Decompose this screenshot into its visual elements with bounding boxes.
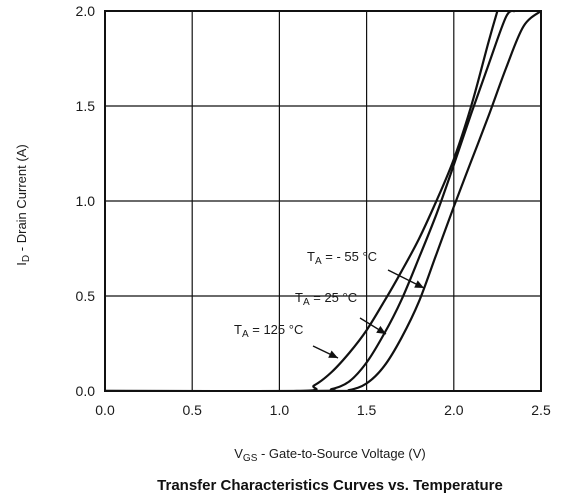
- series-line-ta-125: [105, 11, 499, 391]
- x-tick-label-5: 2.5: [531, 402, 551, 418]
- x-tick-label-2: 1.0: [270, 402, 290, 418]
- grid-lines: [104, 10, 542, 392]
- y-tick-labels: 0.0 0.5 1.0 1.5 2.0: [76, 3, 96, 399]
- y-tick-label-0: 0.0: [76, 383, 96, 399]
- series-arrowhead-ta-minus55: [414, 280, 424, 288]
- y-axis-label: ID - Drain Current (A): [14, 144, 32, 265]
- x-tick-label-4: 2.0: [444, 402, 464, 418]
- y-tick-label-4: 2.0: [76, 3, 96, 19]
- series-arrowhead-ta-125: [328, 350, 338, 358]
- y-tick-label-3: 1.5: [76, 98, 96, 114]
- series-label-ta-125: TA = 125 °C: [234, 322, 303, 340]
- y-tick-label-2: 1.0: [76, 193, 96, 209]
- x-tick-label-0: 0.0: [95, 402, 115, 418]
- chart-title: Transfer Characteristics Curves vs. Temp…: [157, 477, 503, 494]
- series-annotations: TA = - 55 °C TA = 25 °C TA = 125 °C: [234, 249, 425, 359]
- x-tick-labels: 0.0 0.5 1.0 1.5 2.0 2.5: [95, 402, 551, 418]
- x-tick-label-1: 0.5: [182, 402, 202, 418]
- series-arrowhead-ta-25: [376, 325, 386, 334]
- series-label-ta-25: TA = 25 °C: [295, 290, 357, 308]
- x-axis-label: VGS - Gate-to-Source Voltage (V): [234, 446, 425, 464]
- plot-frame: [104, 10, 542, 392]
- y-tick-label-1: 0.5: [76, 288, 96, 304]
- x-tick-label-3: 1.5: [357, 402, 377, 418]
- series-label-ta-minus55: TA = - 55 °C: [307, 249, 377, 267]
